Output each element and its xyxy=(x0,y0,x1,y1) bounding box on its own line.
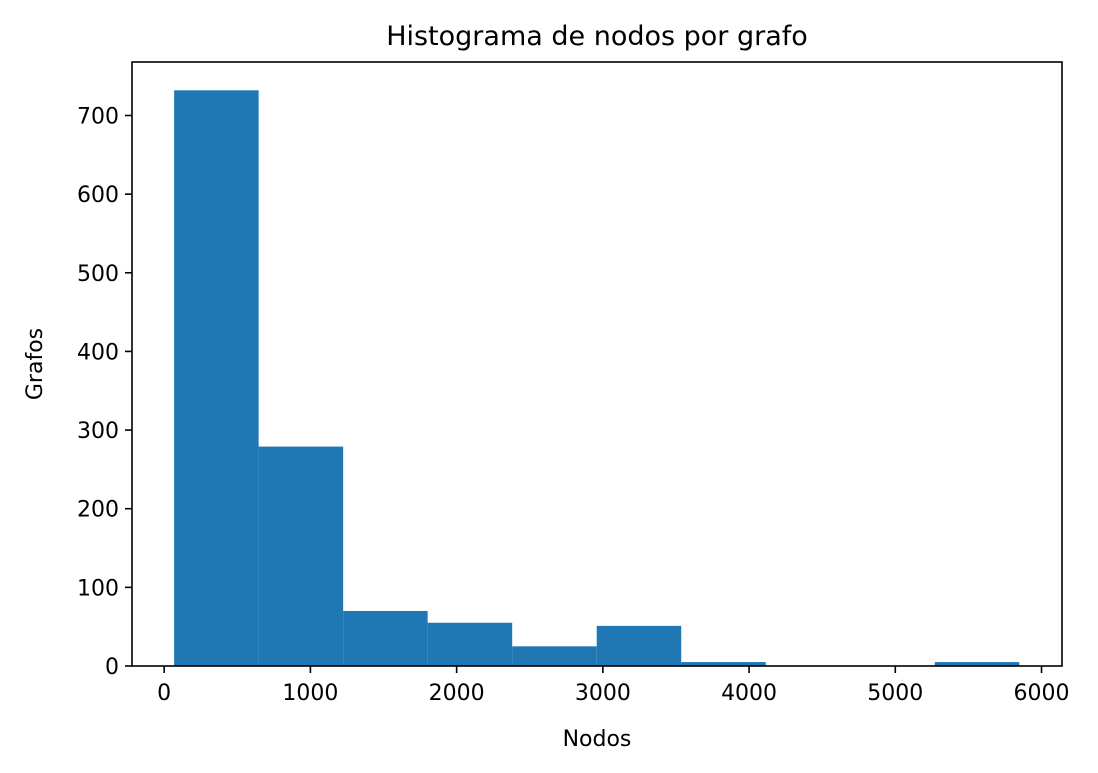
y-ticks-group: 0 100 200 300 400 500 600 700 xyxy=(77,104,132,680)
histogram-bar xyxy=(512,646,597,666)
plot-frame xyxy=(131,61,1063,667)
x-tick-label: 5000 xyxy=(867,681,923,706)
x-tick-label: 0 xyxy=(157,681,171,706)
y-tick-label: 300 xyxy=(77,419,119,444)
y-tick-label: 500 xyxy=(77,262,119,287)
x-axis-label: Nodos xyxy=(563,727,632,752)
x-ticks-group: 0 1000 2000 3000 4000 5000 6000 xyxy=(157,666,1070,706)
x-tick-label: 1000 xyxy=(282,681,338,706)
y-tick-label: 400 xyxy=(77,340,119,365)
histogram-bar xyxy=(596,625,682,666)
chart-title: Histograma de nodos por grafo xyxy=(386,21,808,52)
bars-group xyxy=(174,90,1020,666)
histogram-bar xyxy=(934,662,1020,666)
y-tick-label: 100 xyxy=(77,576,119,601)
y-tick-label: 0 xyxy=(105,655,119,680)
histogram-bar xyxy=(258,446,344,666)
x-tick-label: 4000 xyxy=(721,681,777,706)
y-tick-label: 200 xyxy=(77,498,119,523)
histogram-bar xyxy=(427,622,513,666)
x-tick-label: 6000 xyxy=(1014,681,1070,706)
x-tick-label: 3000 xyxy=(575,681,631,706)
histogram-bar xyxy=(681,662,766,666)
y-tick-label: 700 xyxy=(77,104,119,129)
y-tick-label: 600 xyxy=(77,183,119,208)
histogram-bar xyxy=(343,610,428,666)
x-tick-label: 2000 xyxy=(429,681,485,706)
histogram-bar xyxy=(174,90,259,666)
y-axis-label: Grafos xyxy=(23,328,48,400)
